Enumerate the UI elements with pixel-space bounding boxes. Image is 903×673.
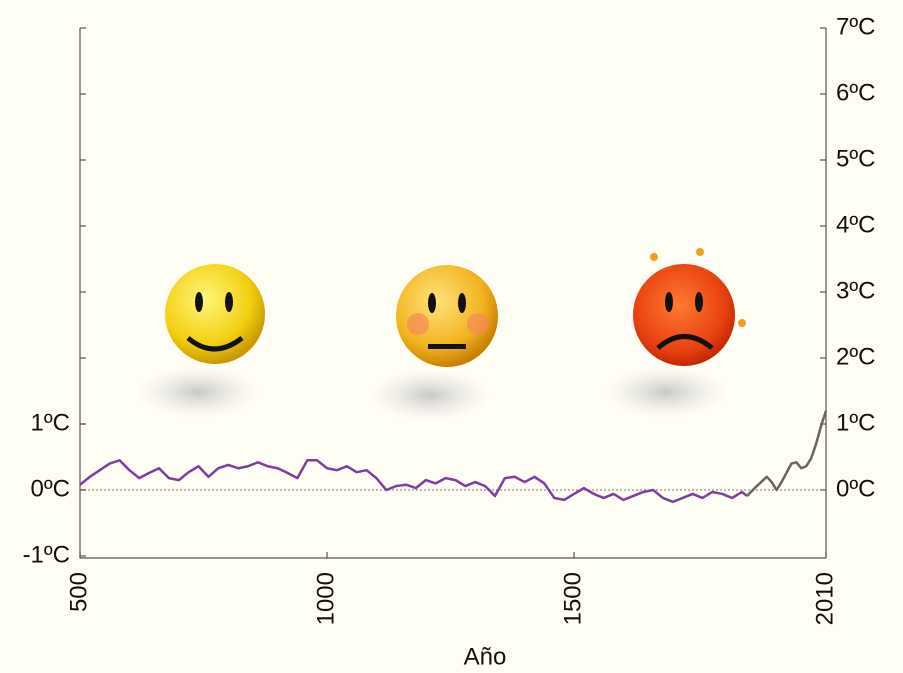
x-axis-label: Año	[464, 643, 507, 670]
y2-tick-label: 3ºC	[836, 277, 875, 304]
y2-tick-label: 5ºC	[836, 145, 875, 172]
emoji-neutral	[370, 265, 498, 421]
y2-tick-label: 2ºC	[836, 343, 875, 370]
y2-tick-label: 7ºC	[836, 13, 875, 40]
y2-tick-label: 0ºC	[836, 475, 875, 502]
chart: Año -1ºC 0ºC 1ºC 0ºC 1ºC 2ºC 3ºC 4ºC 5ºC 6ºC 7ºC 50…	[0, 0, 903, 673]
emoji-sad	[606, 248, 746, 418]
x-tick-label: 1500	[559, 572, 586, 625]
y2-tick-label: 4ºC	[836, 211, 875, 238]
y-tick-label: 0ºC	[31, 475, 70, 502]
line	[747, 411, 826, 496]
x-tick-label: 1000	[312, 572, 339, 625]
y-tick-label: -1ºC	[23, 541, 70, 568]
line	[80, 460, 747, 502]
page: Año -1ºC 0ºC 1ºC 0ºC 1ºC 2ºC 3ºC 4ºC 5ºC 6ºC 7ºC 50…	[0, 0, 903, 673]
y-tick-label: 1ºC	[31, 409, 70, 436]
y2-tick-label: 1ºC	[836, 409, 875, 436]
emoji-happy	[138, 264, 265, 418]
x-tick-label: 500	[65, 572, 92, 612]
x-tick-label: 2010	[811, 572, 838, 625]
y2-tick-label: 6ºC	[836, 79, 875, 106]
